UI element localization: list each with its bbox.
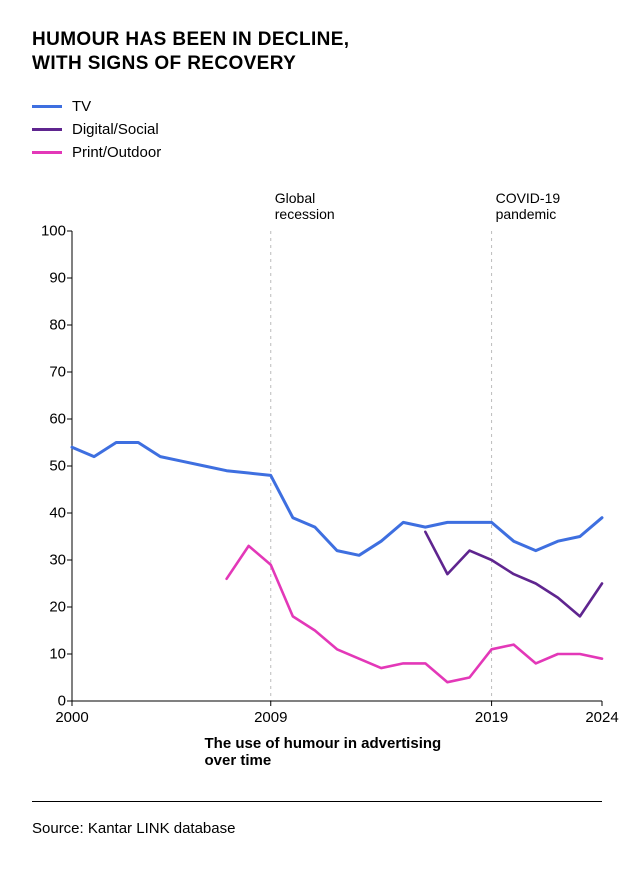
y-tick-label: 20 — [32, 598, 72, 615]
y-tick-label: 100 — [32, 222, 72, 239]
source-text: Source: Kantar LINK database — [32, 820, 602, 837]
x-tick-label: 2009 — [254, 701, 287, 726]
divider — [32, 801, 602, 802]
chart-title: HUMOUR HAS BEEN IN DECLINE, WITH SIGNS O… — [32, 28, 602, 76]
x-tick-label: 2019 — [475, 701, 508, 726]
x-tick-label: 2000 — [55, 701, 88, 726]
legend-label: Digital/Social — [72, 121, 159, 138]
legend-item: Digital/Social — [32, 121, 602, 138]
chart-title-line2: WITH SIGNS OF RECOVERY — [32, 52, 602, 76]
line-chart: 01020304050607080901002000200920192024Th… — [32, 171, 602, 731]
y-tick-label: 80 — [32, 316, 72, 333]
series-line — [227, 545, 602, 681]
chart-svg — [72, 231, 602, 701]
series-line — [425, 531, 602, 616]
legend-swatch — [32, 151, 62, 154]
annotation-line: recession — [275, 206, 335, 222]
x-axis-title: The use of humour in advertising over ti… — [205, 735, 470, 769]
annotation-label: COVID-19pandemic — [496, 190, 561, 222]
legend-swatch — [32, 105, 62, 108]
annotation-line: pandemic — [496, 206, 561, 222]
y-tick-label: 50 — [32, 457, 72, 474]
legend-swatch — [32, 128, 62, 131]
x-tick-label: 2024 — [585, 701, 618, 726]
chart-title-line1: HUMOUR HAS BEEN IN DECLINE, — [32, 28, 602, 52]
series-line — [72, 442, 602, 555]
y-tick-label: 10 — [32, 645, 72, 662]
legend-item: TV — [32, 98, 602, 115]
legend: TV Digital/Social Print/Outdoor — [32, 98, 602, 161]
annotation-line: COVID-19 — [496, 190, 561, 206]
y-tick-label: 70 — [32, 363, 72, 380]
legend-label: Print/Outdoor — [72, 144, 161, 161]
y-tick-label: 40 — [32, 504, 72, 521]
annotation-line: Global — [275, 190, 335, 206]
y-tick-label: 30 — [32, 551, 72, 568]
legend-label: TV — [72, 98, 91, 115]
annotation-label: Globalrecession — [275, 190, 335, 222]
y-tick-label: 60 — [32, 410, 72, 427]
y-tick-label: 90 — [32, 269, 72, 286]
legend-item: Print/Outdoor — [32, 144, 602, 161]
